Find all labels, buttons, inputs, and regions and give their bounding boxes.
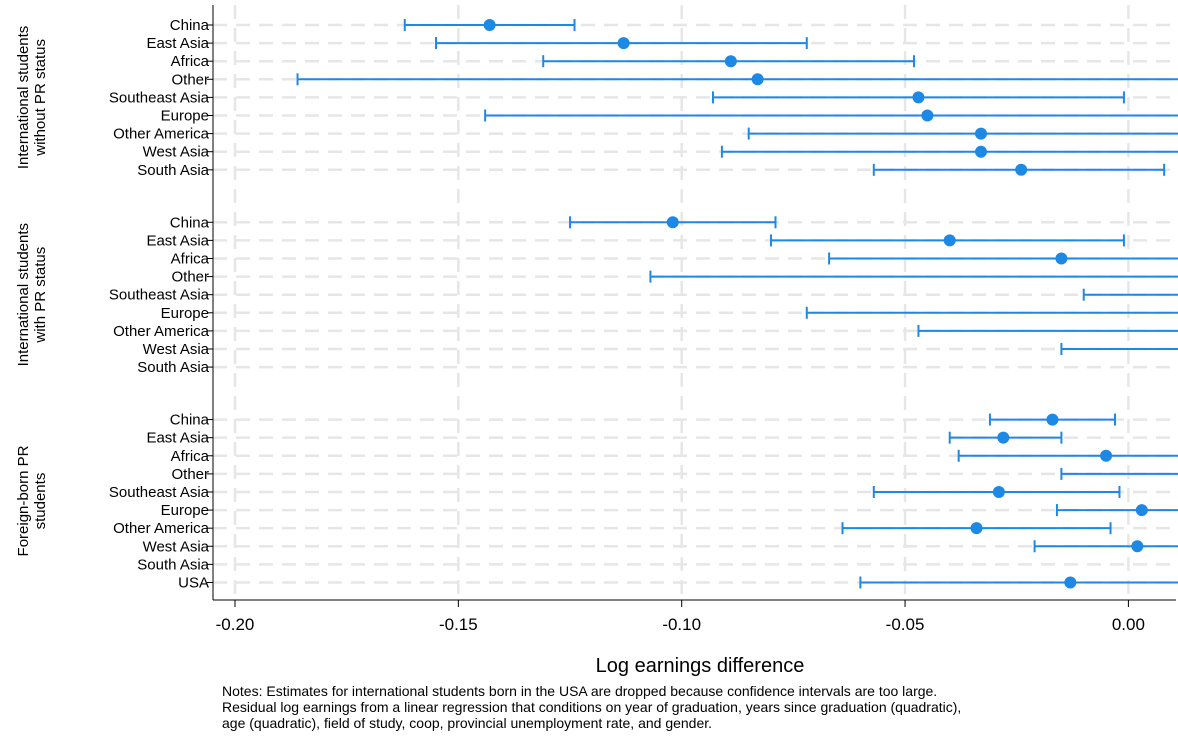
category-label: Europe (161, 502, 209, 519)
category-label: China (170, 412, 210, 429)
x-tick-label: -0.10 (662, 615, 701, 634)
category-label: Europe (161, 305, 209, 322)
axis-layer: -0.20-0.15-0.10-0.050.000.050.100.150.20 (207, 5, 1176, 634)
estimate-point (912, 91, 925, 104)
category-label: South Asia (137, 359, 209, 376)
category-label: Southeast Asia (109, 287, 210, 304)
notes-line-2: Residual log earnings from a linear regr… (222, 699, 962, 715)
estimate-point (997, 431, 1010, 444)
estimate-point (992, 485, 1005, 498)
group-label-line: International students (15, 26, 32, 169)
category-label: Europe (161, 108, 209, 125)
category-label: Africa (171, 53, 210, 70)
estimate-point (1055, 252, 1068, 265)
group-label: International studentswith PR status (15, 223, 49, 366)
estimate-point (724, 55, 737, 68)
category-label: China (170, 17, 210, 34)
estimate-point (974, 127, 987, 140)
estimate-point (1015, 163, 1028, 176)
category-label: East Asia (146, 430, 209, 447)
group-label-line: with PR status (32, 247, 49, 344)
category-label: Southeast Asia (109, 89, 210, 106)
category-label: USA (178, 574, 209, 591)
category-label: West Asia (143, 538, 210, 555)
notes-text: Notes: Estimates for international stude… (222, 683, 1172, 731)
category-label: Africa (171, 250, 210, 267)
estimate-point (617, 37, 630, 50)
category-label: Other America (113, 520, 210, 537)
estimate-point (1046, 413, 1059, 426)
category-label: Other America (113, 126, 210, 143)
x-tick-label: -0.20 (216, 615, 255, 634)
category-label: Other (171, 466, 209, 483)
category-label: Southeast Asia (109, 484, 210, 501)
category-label: Other (171, 71, 209, 88)
category-label: China (170, 214, 210, 231)
estimate-point (666, 216, 679, 229)
estimate-point (970, 522, 983, 535)
category-label: Africa (171, 448, 210, 465)
x-tick-label: 0.00 (1112, 615, 1145, 634)
category-label: East Asia (146, 35, 209, 52)
group-label: Foreign-born PRstudents (15, 445, 49, 556)
coefficient-chart: -0.20-0.15-0.10-0.050.000.050.100.150.20… (15, 5, 1178, 677)
notes-line-1: Notes: Estimates for international stude… (222, 683, 938, 699)
marks-layer (296, 19, 1178, 589)
x-axis-title: Log earnings difference (596, 655, 805, 677)
notes-line-3: age (quadratic), field of study, coop, p… (222, 715, 713, 731)
category-label: Other America (113, 323, 210, 340)
group-label-line: International students (15, 223, 32, 366)
estimate-point (1135, 504, 1148, 517)
estimate-point (1131, 540, 1144, 553)
grid-layer (213, 5, 1176, 600)
estimate-point (1100, 449, 1113, 462)
category-label: East Asia (146, 232, 209, 249)
group-label-line: Foreign-born PR (15, 445, 32, 556)
x-tick-label: -0.05 (886, 615, 925, 634)
category-label: South Asia (137, 556, 209, 573)
group-label-line: students (32, 473, 49, 530)
group-label-line: without PR status (32, 39, 49, 157)
estimate-point (943, 234, 956, 247)
x-tick-label: -0.15 (439, 615, 478, 634)
category-label: Other (171, 269, 209, 286)
estimate-point (483, 19, 496, 31)
group-label: International studentswithout PR status (15, 26, 49, 169)
estimate-point (751, 73, 764, 86)
category-label: West Asia (143, 144, 210, 161)
estimate-point (974, 145, 987, 158)
estimate-point (1064, 576, 1077, 589)
estimate-point (921, 109, 934, 122)
category-label: West Asia (143, 341, 210, 358)
category-label: South Asia (137, 162, 209, 179)
